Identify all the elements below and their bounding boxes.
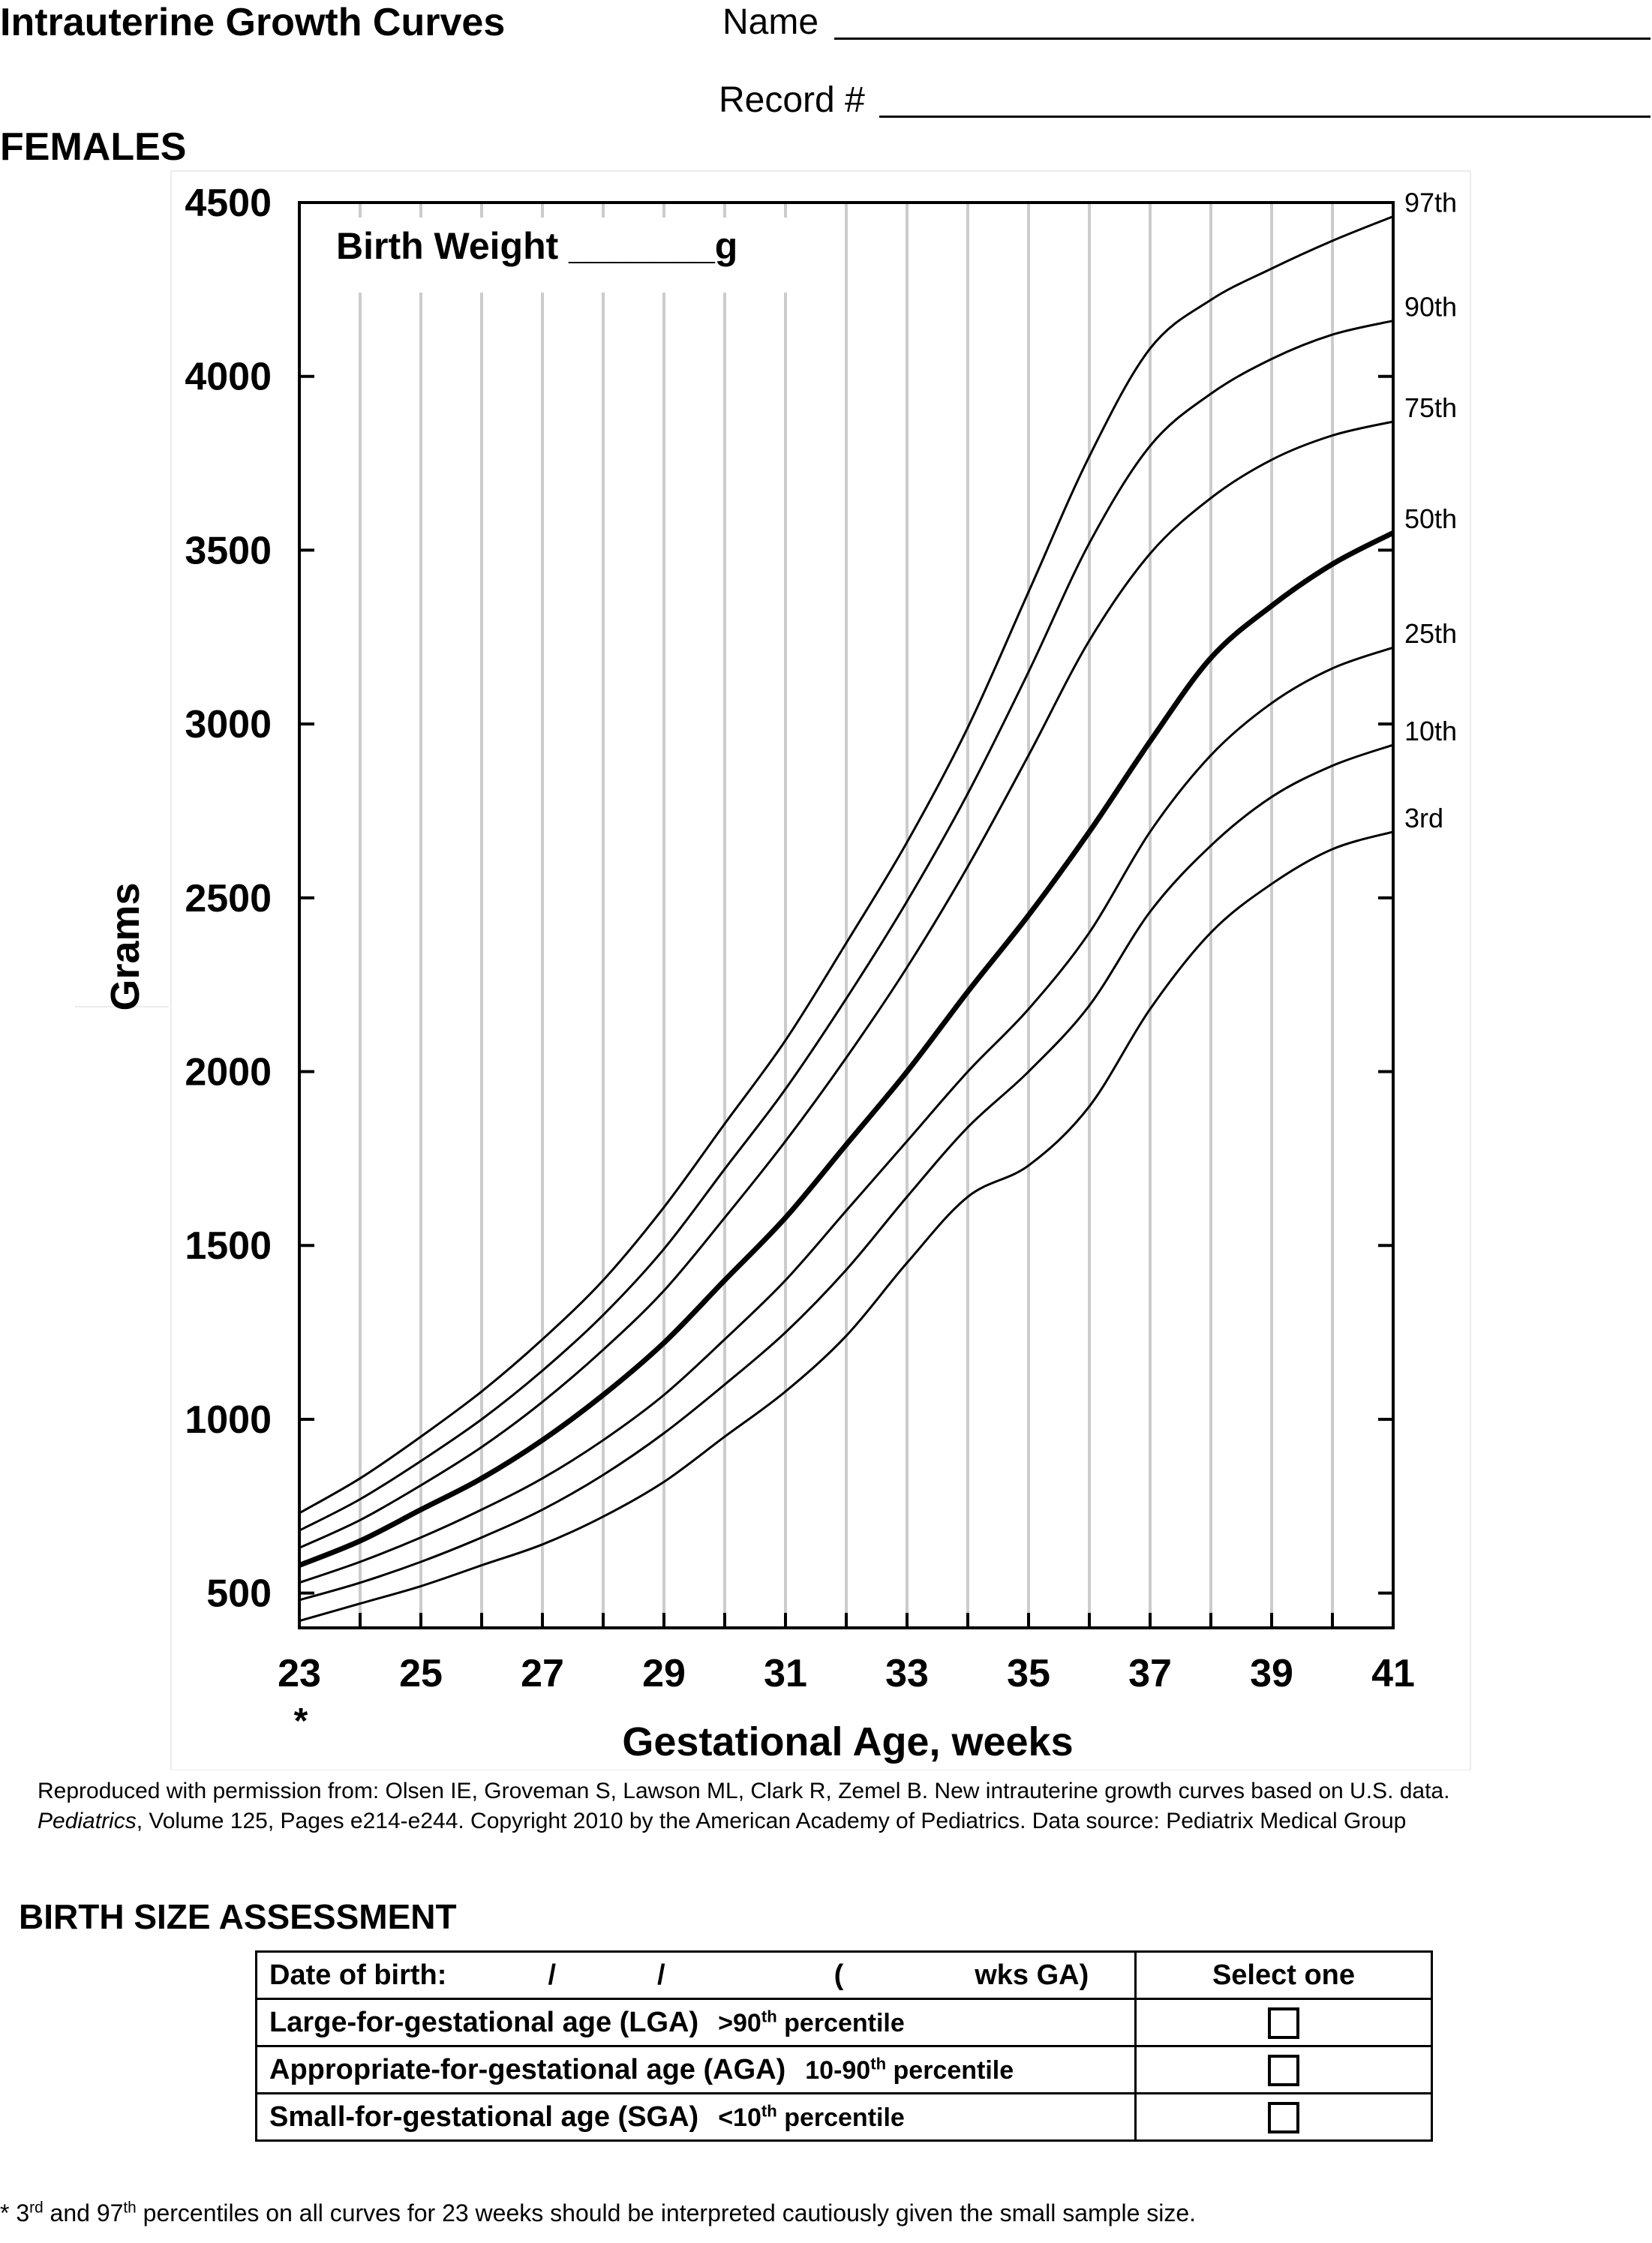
y-tick-label: 4000 xyxy=(185,356,272,399)
x-tick-label: 29 xyxy=(642,1652,686,1695)
x-tick-label: 31 xyxy=(764,1652,807,1695)
lga-range-sup: th xyxy=(761,2007,777,2026)
footnote-star: * 3 xyxy=(0,2199,30,2226)
credit-journal: Pediatrics xyxy=(38,1809,137,1833)
series-label-25th: 25th xyxy=(1404,618,1457,649)
aga-range-value: 10-90 xyxy=(805,2055,871,2085)
percentile-curve-3rd xyxy=(299,830,1394,1623)
x-tick-label: 33 xyxy=(885,1652,929,1695)
y-tick-label: 1000 xyxy=(185,1398,272,1442)
y-tick-label: 3500 xyxy=(185,529,272,572)
sga-range: <10th percentile xyxy=(718,2103,905,2132)
y-tick-labels: 500 1000 1500 2000 2500 3000 3500 4000 4500 xyxy=(185,182,272,1616)
name-field[interactable] xyxy=(834,38,1650,40)
y-tick-label: 4500 xyxy=(185,182,272,225)
series-label-97th: 97th xyxy=(1404,188,1457,218)
assessment-table: Date of birth: / / ( wks GA) Select one … xyxy=(255,1950,1433,2142)
footnote-mid: and 97 xyxy=(43,2199,124,2226)
series-label-50th: 50th xyxy=(1404,503,1457,534)
sga-range-sup: th xyxy=(761,2101,777,2121)
credit-line-1: Reproduced with permission from: Olsen I… xyxy=(38,1779,1450,1803)
series-labels: 97th 90th 75th 50th 25th 10th 3rd xyxy=(1404,188,1457,833)
y-tick-label: 2500 xyxy=(185,877,272,920)
dob-slash-1: / xyxy=(548,1959,556,1991)
birth-weight-annotation: Birth Weight _______g xyxy=(336,225,737,267)
sga-range-value: <10 xyxy=(718,2103,761,2132)
dob-ga-open: ( xyxy=(834,1959,844,1991)
gridlines xyxy=(359,203,1334,1628)
dob-slash-2: / xyxy=(657,1959,665,1991)
x-axis-title: Gestational Age, weeks xyxy=(622,1719,1073,1764)
series-label-10th: 10th xyxy=(1404,716,1457,746)
chart-panel xyxy=(170,170,1471,1770)
aga-range-sup: th xyxy=(870,2054,887,2073)
x-tick-labels: 23 25 27 29 31 33 35 37 39 41 xyxy=(278,1652,1415,1695)
growth-chart: Birth Weight _______g 500 1000 1500 2000 250… xyxy=(75,170,1471,1770)
x-tick-label: 39 xyxy=(1250,1652,1293,1695)
percentile-curve-75th xyxy=(299,420,1394,1549)
record-field[interactable] xyxy=(879,116,1650,118)
series-label-3rd: 3rd xyxy=(1404,803,1443,833)
percentile-curves xyxy=(298,215,1395,1623)
record-label: Record # xyxy=(719,80,865,120)
name-label: Name xyxy=(722,2,819,42)
y-axis-title: Grams xyxy=(103,882,148,1010)
credit-text: Reproduced with permission from: Olsen I… xyxy=(38,1776,1628,1836)
dob-row: Date of birth: / / ( wks GA) Select one xyxy=(255,1950,1433,2000)
plot-area xyxy=(298,201,1395,1629)
percentile-curve-90th xyxy=(299,320,1394,1532)
x-note-marker: * xyxy=(294,1701,308,1741)
credit-line-2: Pediatrics, Volume 125, Pages e214-e244.… xyxy=(38,1806,1628,1836)
x-tick-label: 37 xyxy=(1128,1652,1172,1695)
table-row: Small-for-gestational age (SGA) <10th per… xyxy=(255,2092,1433,2142)
lga-range: >90th percentile xyxy=(718,2007,905,2037)
lga-label: Large-for-gestational age (LGA) xyxy=(269,2006,699,2038)
lga-range-text: percentile xyxy=(776,2008,905,2037)
y-tick-label: 1500 xyxy=(185,1224,272,1268)
x-tick-label: 35 xyxy=(1007,1652,1050,1695)
aga-label: Appropriate-for-gestational age (AGA) xyxy=(269,2053,786,2085)
aga-checkbox[interactable] xyxy=(1268,2054,1299,2086)
series-label-90th: 90th xyxy=(1404,292,1457,323)
y-tick-label: 2000 xyxy=(185,1051,272,1094)
table-row: Appropriate-for-gestational age (AGA) 10-… xyxy=(255,2045,1433,2094)
percentile-curve-50th xyxy=(298,530,1395,1568)
sga-range-text: percentile xyxy=(776,2103,905,2132)
y-tick-label: 3000 xyxy=(185,703,272,746)
percentile-curve-10th xyxy=(299,743,1394,1602)
lga-checkbox[interactable] xyxy=(1268,2007,1299,2039)
y-tick-label: 500 xyxy=(206,1572,272,1616)
sga-label: Small-for-gestational age (SGA) xyxy=(269,2100,699,2133)
x-tick-label: 41 xyxy=(1371,1652,1415,1695)
footnote-text: percentiles on all curves for 23 weeks s… xyxy=(136,2199,1197,2226)
dob-cell[interactable]: Date of birth: / / ( wks GA) xyxy=(255,1950,1137,2000)
page-title: Intrauterine Growth Curves xyxy=(0,1,506,44)
percentile-curve-25th xyxy=(299,646,1394,1584)
footnote: * 3rd and 97th percentiles on all curves… xyxy=(0,2199,1196,2227)
axis-ticks xyxy=(299,201,1393,1628)
sga-checkbox[interactable] xyxy=(1268,2101,1299,2133)
lga-range-value: >90 xyxy=(718,2008,761,2037)
credit-line-2-text: , Volume 125, Pages e214-e244. Copyright… xyxy=(136,1809,1407,1833)
aga-range-text: percentile xyxy=(886,2055,1014,2085)
select-header: Select one xyxy=(1134,1950,1433,2000)
x-tick-label: 23 xyxy=(278,1652,321,1695)
assessment-title: BIRTH SIZE ASSESSMENT xyxy=(19,1897,457,1936)
dob-ga-label: wks GA) xyxy=(975,1959,1089,1991)
aga-range: 10-90th percentile xyxy=(805,2054,1014,2085)
percentile-curve-97th xyxy=(299,215,1394,1515)
table-row: Large-for-gestational age (LGA) >90th per… xyxy=(255,1998,1433,2047)
footnote-sup-2: th xyxy=(123,2199,137,2217)
x-tick-label: 27 xyxy=(521,1652,564,1695)
footnote-sup-1: rd xyxy=(29,2199,44,2217)
x-tick-label: 25 xyxy=(399,1652,443,1695)
section-label: FEMALES xyxy=(0,125,187,169)
series-label-75th: 75th xyxy=(1404,392,1457,423)
dob-label: Date of birth: xyxy=(269,1959,447,1991)
annotation-backdrop xyxy=(330,218,795,293)
